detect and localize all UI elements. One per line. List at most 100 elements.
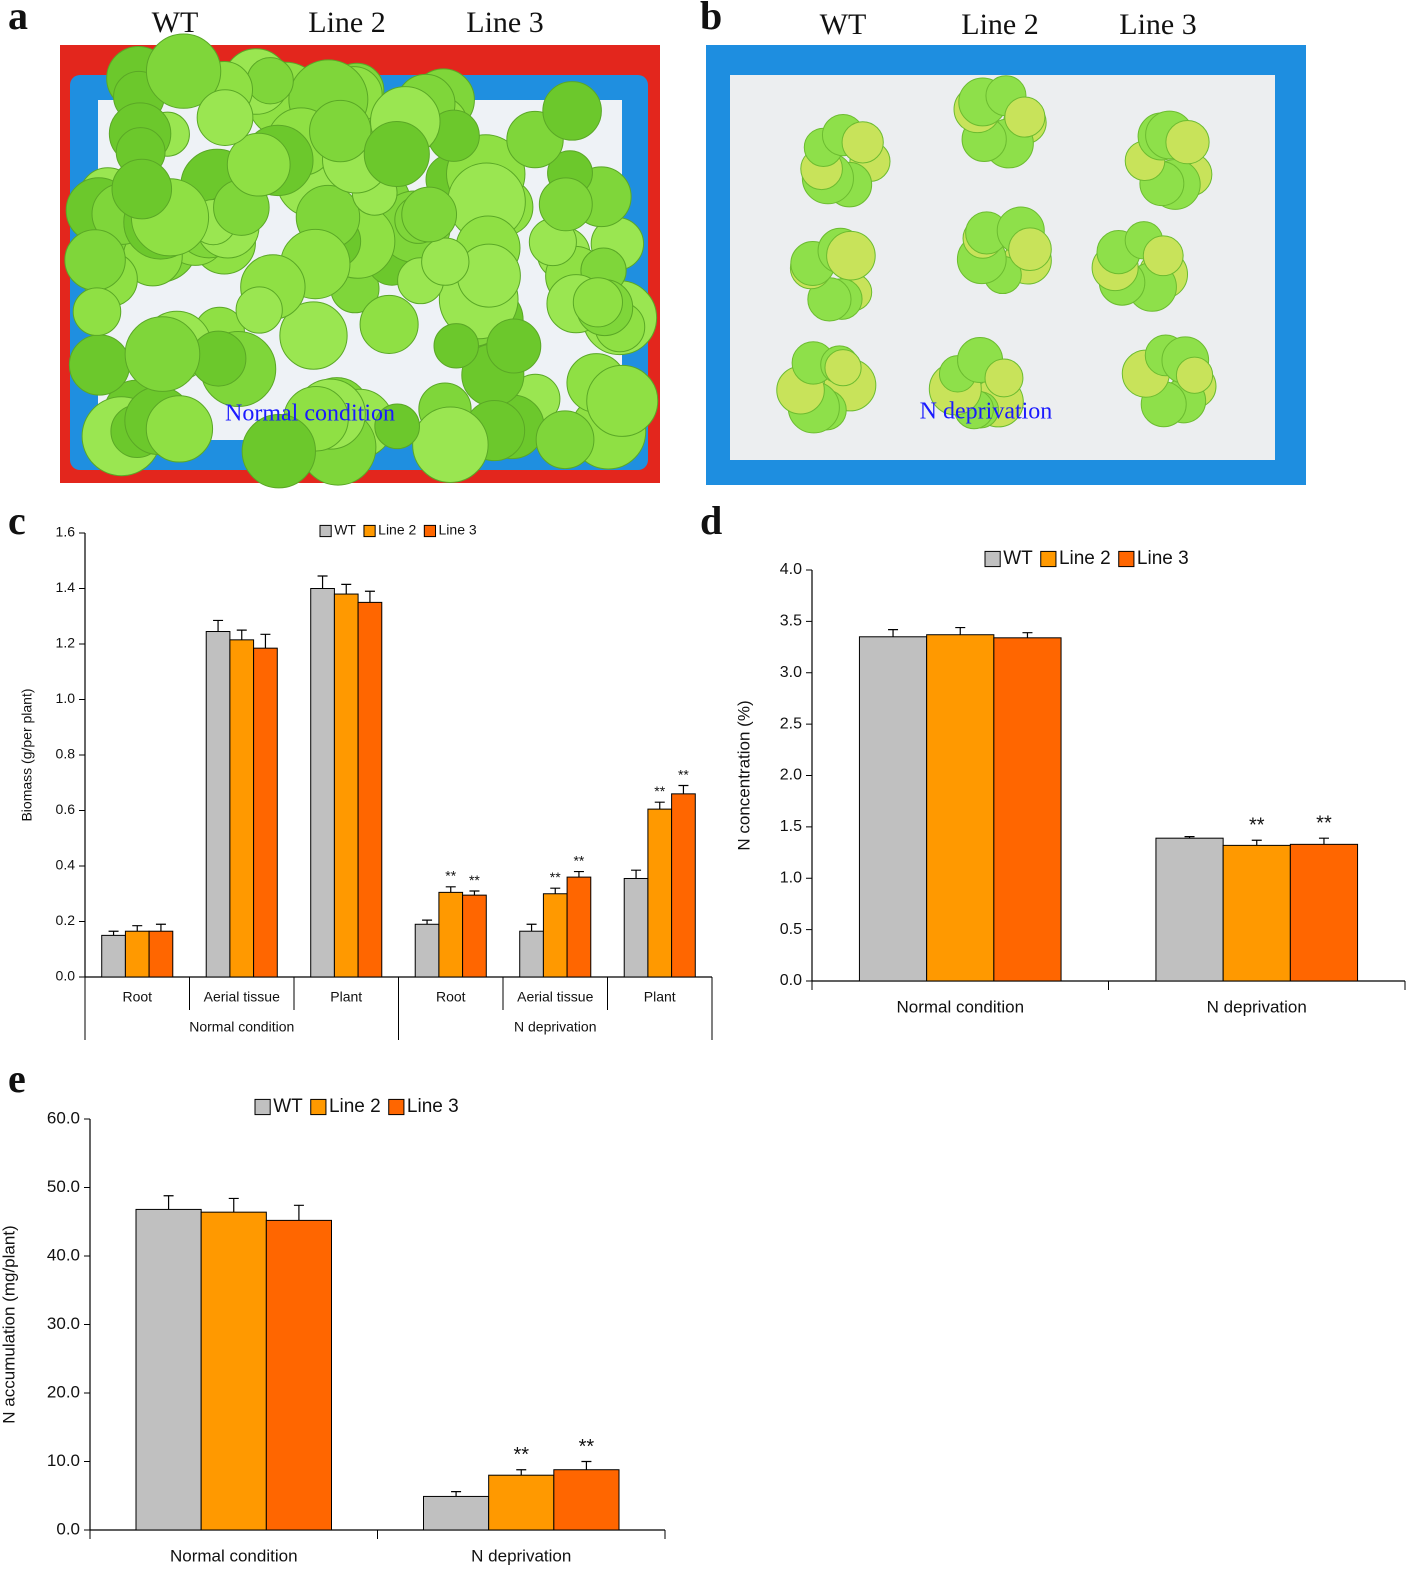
bar [357, 601, 383, 978]
y-tick-label: 1.0 [56, 690, 76, 706]
y-tick-label: 60.0 [47, 1108, 80, 1127]
x-tick-label: Plant [644, 989, 676, 1005]
y-tick-label: 1.5 [780, 818, 802, 835]
group-label: N deprivation [514, 1019, 597, 1035]
x-tick-label: Normal condition [896, 997, 1024, 1016]
leaf [124, 316, 201, 392]
y-tick-label: 0.8 [56, 746, 76, 762]
charts: c Biomass (g/per plant) 0.0 0.2 0.4 0.6 0.8 1.0… [0, 498, 1406, 1565]
leaf [359, 294, 419, 354]
error-bar [422, 919, 433, 925]
leaf [433, 323, 479, 369]
significance: ** [469, 872, 480, 888]
bar [647, 808, 673, 978]
legend-label: WT [1003, 548, 1033, 569]
leaf [241, 414, 316, 489]
error-bar [108, 930, 119, 936]
leaf [145, 395, 214, 463]
leaf [279, 301, 348, 370]
photo-b [706, 45, 1306, 485]
bar [623, 877, 649, 978]
chart: c Biomass (g/per plant) 0.0 0.2 0.4 0.6 0.8 1.0… [8, 498, 713, 1040]
bar [462, 894, 487, 978]
leaf [1142, 235, 1184, 277]
panel-label: e [8, 1056, 26, 1101]
bar [671, 793, 696, 978]
y-tick-label: 0.0 [56, 968, 76, 984]
leaf [111, 158, 173, 220]
error-bar [516, 1469, 527, 1476]
legend-swatch [388, 1098, 405, 1116]
y-tick-label: 30.0 [47, 1314, 80, 1333]
legend-label: Line 2 [329, 1096, 381, 1117]
leaf [586, 364, 659, 437]
leaf [984, 358, 1024, 398]
error-bar [1318, 837, 1329, 845]
y-tick-label: 3.0 [780, 664, 802, 681]
error-bar [445, 886, 456, 893]
leaf [226, 132, 291, 197]
leaf [538, 177, 593, 232]
bar [101, 934, 126, 978]
bar [553, 1469, 620, 1531]
leaf [841, 121, 884, 164]
error-bar [469, 890, 480, 896]
bar [205, 631, 231, 978]
legend-label: WT [273, 1096, 303, 1117]
y-axis-label: Biomass (g/per plant) [19, 688, 35, 821]
x-tick-label: Normal condition [170, 1546, 298, 1565]
column-label: WT [820, 8, 867, 41]
significance: ** [579, 1436, 595, 1458]
legend-swatch [363, 524, 376, 538]
error-bar [293, 1204, 304, 1221]
significance: ** [1316, 812, 1332, 834]
legend-label: Line 2 [378, 522, 416, 538]
significance: ** [678, 766, 689, 782]
y-tick-label: 0.6 [56, 801, 76, 817]
significance: ** [654, 783, 665, 799]
leaf [1175, 356, 1214, 394]
y-tick-label: 1.4 [56, 579, 76, 595]
leaf [824, 349, 862, 387]
error-bar [132, 925, 143, 932]
column-label: Line 2 [961, 8, 1038, 41]
bar [488, 1474, 555, 1531]
error-bar [213, 619, 224, 632]
bar [310, 588, 335, 978]
leaf [235, 286, 283, 334]
legend-swatch [423, 524, 437, 538]
leaf [68, 334, 131, 396]
bar [423, 1495, 490, 1531]
error-bar [451, 1491, 462, 1497]
leaf [196, 89, 254, 146]
leaf [1165, 120, 1210, 165]
leaf [145, 33, 222, 109]
error-bar [317, 575, 328, 589]
error-bar [163, 1195, 174, 1210]
bar [333, 593, 359, 978]
legend-label: Line 3 [1137, 548, 1189, 569]
x-tick-label: Root [122, 989, 152, 1005]
bar [993, 637, 1062, 982]
column-label: WT [152, 6, 199, 39]
significance: ** [550, 869, 561, 885]
error-bar [1184, 836, 1195, 839]
legend-swatch [254, 1098, 271, 1116]
leaf [535, 410, 595, 470]
legend-swatch [984, 550, 1001, 568]
bar [253, 647, 278, 978]
leaf [1008, 227, 1052, 272]
significance: ** [445, 868, 456, 884]
plants [776, 75, 1217, 434]
legend-label: WT [334, 522, 356, 538]
column-label: Line 3 [466, 6, 543, 39]
error-bar [1251, 839, 1262, 846]
error-bar [955, 626, 966, 635]
y-tick-label: 10.0 [47, 1451, 80, 1470]
photo-a [60, 33, 660, 489]
x-tick-label: Plant [330, 989, 362, 1005]
legend-label: Line 3 [439, 522, 477, 538]
y-tick-label: 0.0 [56, 1519, 80, 1538]
y-tick-label: 1.6 [56, 524, 76, 540]
bar [124, 930, 150, 978]
